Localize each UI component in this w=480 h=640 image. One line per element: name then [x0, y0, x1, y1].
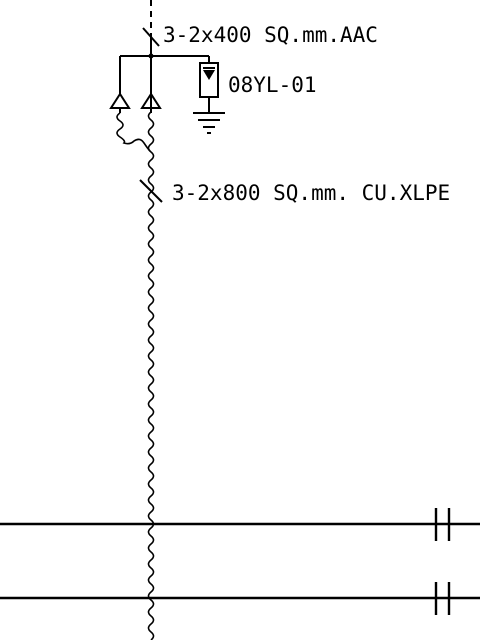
cable-termination-left-icon — [109, 92, 131, 109]
main-cable-wavy — [147, 111, 155, 640]
cable-label: 3-2x800 SQ.mm. CU.XLPE — [172, 181, 450, 205]
arrester-arrow-icon — [203, 70, 215, 80]
cable-tick-mark — [139, 179, 163, 203]
overhead-conductor-label: 3-2x400 SQ.mm.AAC — [163, 23, 378, 47]
left-cable-wavy — [116, 112, 151, 152]
surge-arrester-tag-label: 08YL-01 — [228, 73, 317, 97]
